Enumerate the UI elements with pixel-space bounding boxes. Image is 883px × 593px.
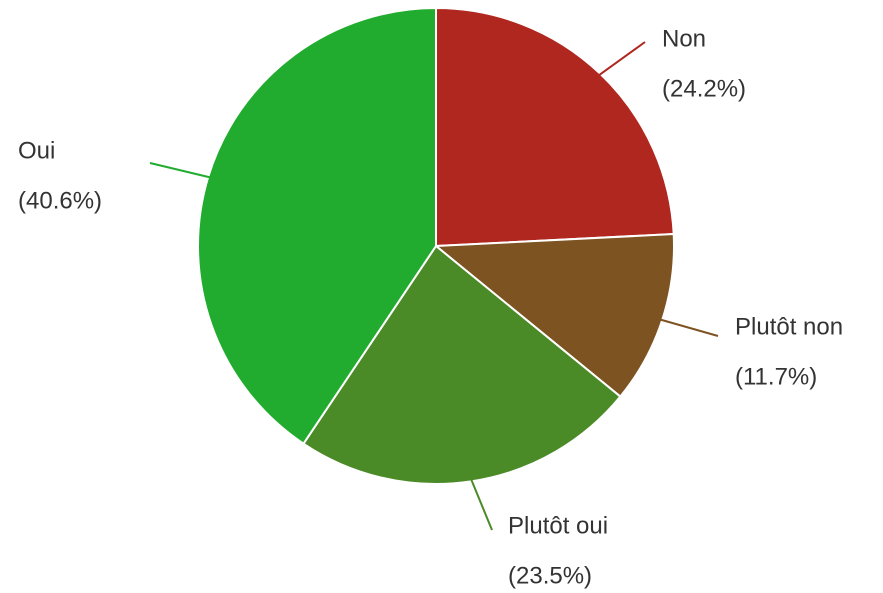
slice-value-label: (40.6%): [18, 187, 102, 214]
slice-label: Plutôt non: [735, 313, 843, 340]
leader-line: [658, 318, 719, 337]
leader-line: [469, 477, 493, 531]
slice-label: Plutôt oui: [508, 512, 608, 539]
slice-value-label: (11.7%): [735, 363, 817, 390]
leader-line: [596, 41, 646, 78]
leader-line: [149, 162, 213, 179]
slice-value-label: (23.5%): [508, 562, 592, 589]
pie-slice: [435, 6, 675, 248]
slice-value-label: (24.2%): [662, 75, 746, 102]
slice-label: Oui: [18, 137, 55, 164]
slice-label: Non: [662, 25, 706, 52]
